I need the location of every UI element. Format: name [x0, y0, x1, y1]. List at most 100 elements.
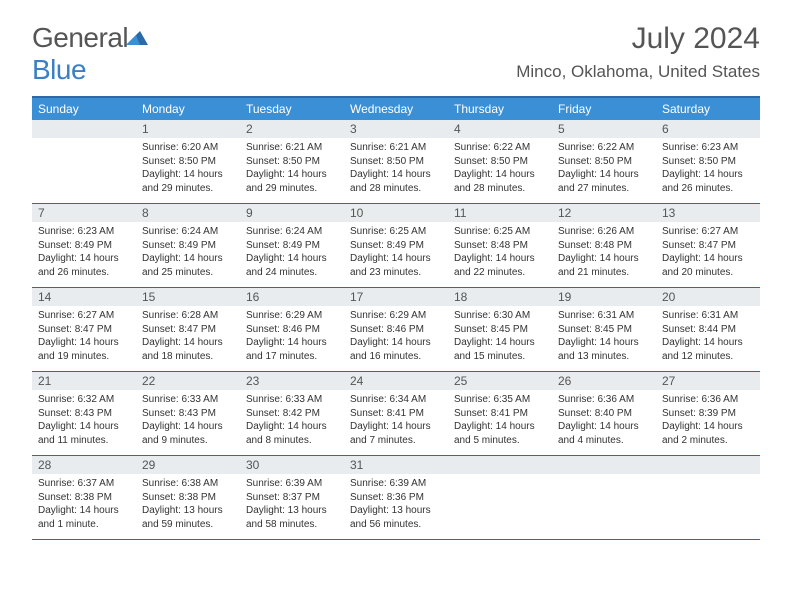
day-header-friday: Friday	[552, 98, 656, 120]
sunrise-text: Sunrise: 6:36 AM	[558, 393, 650, 407]
daylight-text: Daylight: 14 hours and 29 minutes.	[142, 168, 234, 195]
daynum-bar: 1	[136, 120, 240, 138]
sunset-text: Sunset: 8:41 PM	[350, 407, 442, 421]
daylight-text: Daylight: 14 hours and 9 minutes.	[142, 420, 234, 447]
cell-body: Sunrise: 6:33 AMSunset: 8:43 PMDaylight:…	[136, 390, 240, 455]
sunset-text: Sunset: 8:36 PM	[350, 491, 442, 505]
sunset-text: Sunset: 8:39 PM	[662, 407, 754, 421]
daynum-bar: 26	[552, 372, 656, 390]
day-number: 5	[552, 120, 656, 138]
daylight-text: Daylight: 14 hours and 17 minutes.	[246, 336, 338, 363]
cell-body: Sunrise: 6:36 AMSunset: 8:40 PMDaylight:…	[552, 390, 656, 455]
daylight-text: Daylight: 14 hours and 22 minutes.	[454, 252, 546, 279]
sunset-text: Sunset: 8:38 PM	[38, 491, 130, 505]
daynum-bar: 25	[448, 372, 552, 390]
day-number: 18	[448, 288, 552, 306]
calendar-cell: 20Sunrise: 6:31 AMSunset: 8:44 PMDayligh…	[656, 288, 760, 371]
cell-body: Sunrise: 6:29 AMSunset: 8:46 PMDaylight:…	[344, 306, 448, 371]
cell-body: Sunrise: 6:39 AMSunset: 8:36 PMDaylight:…	[344, 474, 448, 539]
sunrise-text: Sunrise: 6:24 AM	[246, 225, 338, 239]
calendar-cell: 5 Sunrise: 6:22 AMSunset: 8:50 PMDaylight…	[552, 120, 656, 203]
calendar-cell: 28Sunrise: 6:37 AMSunset: 8:38 PMDayligh…	[32, 456, 136, 539]
sunset-text: Sunset: 8:48 PM	[558, 239, 650, 253]
cell-body: Sunrise: 6:31 AMSunset: 8:44 PMDaylight:…	[656, 306, 760, 371]
day-number: 3	[344, 120, 448, 138]
daynum-bar: 3	[344, 120, 448, 138]
cell-body: Sunrise: 6:21 AMSunset: 8:50 PMDaylight:…	[344, 138, 448, 203]
daylight-text: Daylight: 14 hours and 23 minutes.	[350, 252, 442, 279]
daylight-text: Daylight: 14 hours and 2 minutes.	[662, 420, 754, 447]
day-number: 23	[240, 372, 344, 390]
logo-arrow-icon	[126, 22, 148, 54]
sunrise-text: Sunrise: 6:22 AM	[454, 141, 546, 155]
day-header-monday: Monday	[136, 98, 240, 120]
daynum-bar: 22	[136, 372, 240, 390]
sunset-text: Sunset: 8:46 PM	[246, 323, 338, 337]
header: GeneralBlue July 2024 Minco, Oklahoma, U…	[0, 0, 792, 92]
calendar-cell: 3Sunrise: 6:21 AMSunset: 8:50 PMDaylight…	[344, 120, 448, 203]
sunrise-text: Sunrise: 6:36 AM	[662, 393, 754, 407]
daylight-text: Daylight: 13 hours and 58 minutes.	[246, 504, 338, 531]
cell-body: Sunrise: 6:33 AMSunset: 8:42 PMDaylight:…	[240, 390, 344, 455]
sunrise-text: Sunrise: 6:37 AM	[38, 477, 130, 491]
sunset-text: Sunset: 8:49 PM	[38, 239, 130, 253]
day-number: 19	[552, 288, 656, 306]
daynum-bar: 11	[448, 204, 552, 222]
day-header-tuesday: Tuesday	[240, 98, 344, 120]
logo-text-blue: Blue	[32, 54, 86, 85]
daylight-text: Daylight: 14 hours and 24 minutes.	[246, 252, 338, 279]
daynum-bar: 21	[32, 372, 136, 390]
cell-body: Sunrise: 6:29 AMSunset: 8:46 PMDaylight:…	[240, 306, 344, 371]
cell-body: Sunrise: 6:21 AMSunset: 8:50 PMDaylight:…	[240, 138, 344, 203]
daylight-text: Daylight: 14 hours and 26 minutes.	[662, 168, 754, 195]
sunrise-text: Sunrise: 6:22 AM	[558, 141, 650, 155]
cell-body: Sunrise: 6:37 AMSunset: 8:38 PMDaylight:…	[32, 474, 136, 539]
sunrise-text: Sunrise: 6:29 AM	[246, 309, 338, 323]
sunrise-text: Sunrise: 6:28 AM	[142, 309, 234, 323]
daynum-bar: 16	[240, 288, 344, 306]
daynum-bar: 17	[344, 288, 448, 306]
day-number: 22	[136, 372, 240, 390]
daylight-text: Daylight: 14 hours and 15 minutes.	[454, 336, 546, 363]
day-number: 14	[32, 288, 136, 306]
sunset-text: Sunset: 8:50 PM	[558, 155, 650, 169]
sunset-text: Sunset: 8:50 PM	[246, 155, 338, 169]
cell-body	[656, 474, 760, 530]
sunset-text: Sunset: 8:41 PM	[454, 407, 546, 421]
sunrise-text: Sunrise: 6:31 AM	[662, 309, 754, 323]
sunset-text: Sunset: 8:42 PM	[246, 407, 338, 421]
calendar-cell: 11Sunrise: 6:25 AMSunset: 8:48 PMDayligh…	[448, 204, 552, 287]
day-number: 2	[240, 120, 344, 138]
cell-body: Sunrise: 6:28 AMSunset: 8:47 PMDaylight:…	[136, 306, 240, 371]
calendar-cell: 22Sunrise: 6:33 AMSunset: 8:43 PMDayligh…	[136, 372, 240, 455]
sunrise-text: Sunrise: 6:33 AM	[246, 393, 338, 407]
sunrise-text: Sunrise: 6:35 AM	[454, 393, 546, 407]
calendar-cell: 27 Sunrise: 6:36 AMSunset: 8:39 PMDayligh…	[656, 372, 760, 455]
sunset-text: Sunset: 8:47 PM	[662, 239, 754, 253]
sunset-text: Sunset: 8:44 PM	[662, 323, 754, 337]
sunrise-text: Sunrise: 6:24 AM	[142, 225, 234, 239]
calendar-cell: 1Sunrise: 6:20 AMSunset: 8:50 PMDaylight…	[136, 120, 240, 203]
cell-body: Sunrise: 6:24 AMSunset: 8:49 PMDaylight:…	[136, 222, 240, 287]
calendar-cell: 25Sunrise: 6:35 AMSunset: 8:41 PMDayligh…	[448, 372, 552, 455]
sunset-text: Sunset: 8:45 PM	[454, 323, 546, 337]
daynum-bar: 4	[448, 120, 552, 138]
week-row: 28Sunrise: 6:37 AMSunset: 8:38 PMDayligh…	[32, 456, 760, 540]
day-number: 15	[136, 288, 240, 306]
cell-body: Sunrise: 6:25 AMSunset: 8:48 PMDaylight:…	[448, 222, 552, 287]
sunrise-text: Sunrise: 6:33 AM	[142, 393, 234, 407]
logo-text: GeneralBlue	[32, 22, 146, 86]
sunset-text: Sunset: 8:50 PM	[454, 155, 546, 169]
day-number: 13	[656, 204, 760, 222]
sunset-text: Sunset: 8:43 PM	[38, 407, 130, 421]
calendar-cell: 29Sunrise: 6:38 AMSunset: 8:38 PMDayligh…	[136, 456, 240, 539]
day-number: 6	[656, 120, 760, 138]
daynum-bar: 27	[656, 372, 760, 390]
sunset-text: Sunset: 8:47 PM	[142, 323, 234, 337]
daylight-text: Daylight: 14 hours and 20 minutes.	[662, 252, 754, 279]
daylight-text: Daylight: 14 hours and 27 minutes.	[558, 168, 650, 195]
day-number	[448, 456, 552, 474]
sunrise-text: Sunrise: 6:30 AM	[454, 309, 546, 323]
daynum-bar: 24	[344, 372, 448, 390]
sunset-text: Sunset: 8:49 PM	[350, 239, 442, 253]
